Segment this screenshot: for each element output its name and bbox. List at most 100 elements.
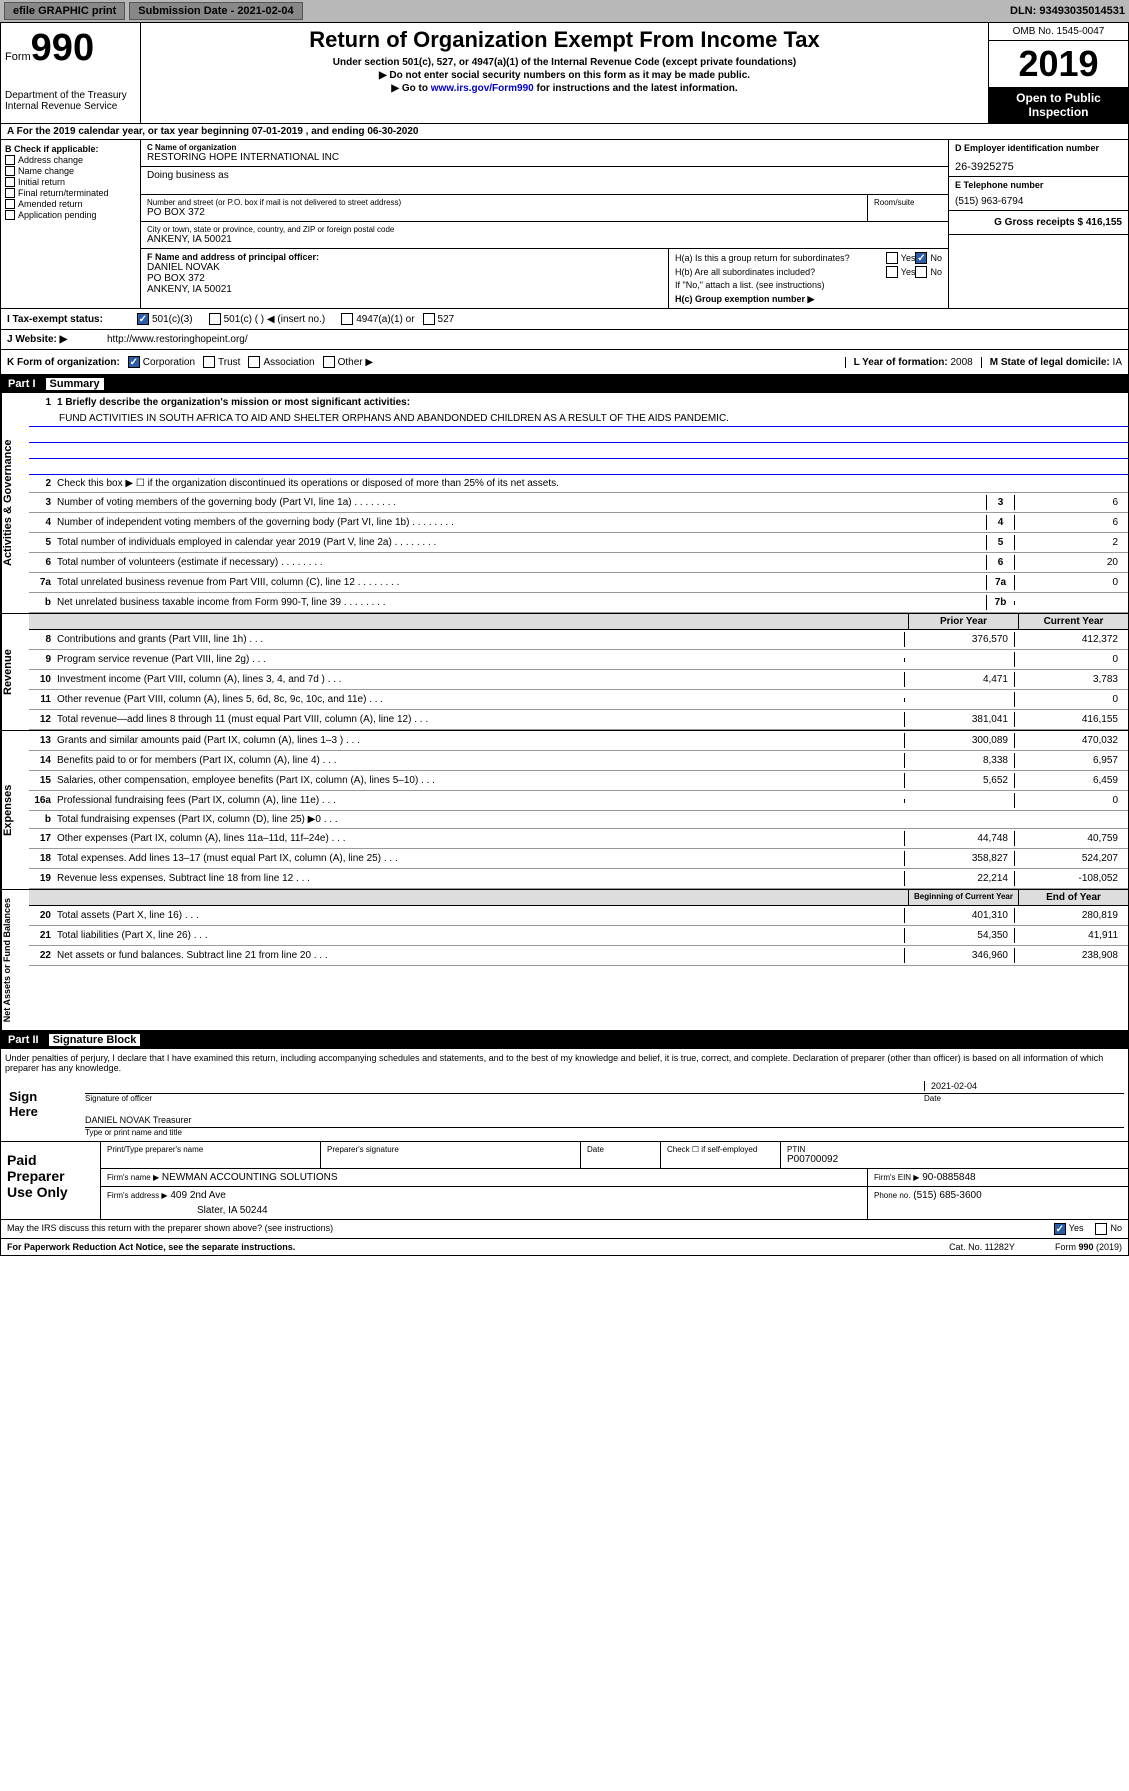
checkbox-icon[interactable] (5, 199, 15, 209)
phone: (515) 963-6794 (955, 196, 1122, 207)
subtitle: Under section 501(c), 527, or 4947(a)(1)… (149, 57, 980, 68)
beg-year-hdr: Beginning of Current Year (908, 890, 1018, 905)
4947-chk[interactable] (341, 313, 353, 325)
street-lbl: Number and street (or P.O. box if mail i… (147, 198, 861, 207)
org-name-lbl: C Name of organization (147, 143, 942, 152)
row-k: K Form of organization: ✓Corporation Tru… (0, 350, 1129, 375)
mission-blank2 (29, 443, 1128, 459)
officer-name-lbl: Type or print name and title (85, 1128, 1124, 1137)
hb-no-chk[interactable] (915, 266, 927, 278)
ha-yes: Yes (901, 253, 916, 263)
discuss-no-chk[interactable] (1095, 1223, 1107, 1235)
colb-label: Amended return (18, 199, 83, 209)
gov-line: 4Number of independent voting members of… (29, 513, 1128, 533)
checkbox-icon[interactable] (5, 188, 15, 198)
colb-label: Application pending (18, 210, 97, 220)
mission-blank1 (29, 427, 1128, 443)
gov-section: Activities & Governance 11 Briefly descr… (0, 393, 1129, 614)
officer-sig-name: DANIEL NOVAK Treasurer (85, 1115, 192, 1125)
501c3: 501(c)(3) (152, 314, 193, 325)
irs-link[interactable]: www.irs.gov/Form990 (431, 83, 534, 94)
dln: DLN: 93493035014531 (1010, 5, 1125, 17)
submission-date: Submission Date - 2021-02-04 (129, 2, 302, 20)
firm-ein: 90-0885848 (922, 1172, 975, 1183)
website-lbl: J Website: ▶ (7, 334, 107, 345)
part2-hdr: Part II Signature Block (0, 1031, 1129, 1049)
col-b-label: B Check if applicable: (5, 144, 136, 154)
trust-chk[interactable] (203, 356, 215, 368)
self-emp-lbl: Check ☐ if self-employed (661, 1142, 781, 1168)
checkbox-icon[interactable] (5, 177, 15, 187)
mission: FUND ACTIVITIES IN SOUTH AFRICA TO AID A… (29, 411, 1128, 427)
501c3-chk[interactable]: ✓ (137, 313, 149, 325)
efile-btn[interactable]: efile GRAPHIC print (4, 2, 125, 20)
data-line: 20Total assets (Part X, line 16) . . .40… (29, 906, 1128, 926)
ptin: P00700092 (787, 1154, 1122, 1165)
state-lbl: M State of legal domicile: (990, 357, 1110, 368)
assoc-chk[interactable] (248, 356, 260, 368)
room-box: Room/suite (868, 195, 948, 221)
hb-lbl: H(b) Are all subordinates included? (675, 267, 886, 277)
colb-label: Address change (18, 155, 83, 165)
discuss-yes-chk[interactable]: ✓ (1054, 1223, 1066, 1235)
colb-item: Initial return (5, 177, 136, 187)
city: ANKENY, IA 50021 (147, 234, 942, 245)
sig-date-lbl: Date (924, 1094, 1124, 1103)
data-line: 10Investment income (Part VIII, column (… (29, 670, 1128, 690)
officer-addr1: PO BOX 372 (147, 273, 662, 284)
gross-box: G Gross receipts $ 416,155 (949, 211, 1128, 235)
form-label: Form (5, 51, 31, 63)
trust: Trust (218, 357, 240, 368)
form-org-lbl: K Form of organization: (7, 357, 120, 368)
data-line: 11Other revenue (Part VIII, column (A), … (29, 690, 1128, 710)
corp-chk[interactable]: ✓ (128, 356, 140, 368)
year-form-lbl: L Year of formation: (854, 357, 948, 368)
sidebar-rev: Revenue (1, 614, 29, 730)
data-line: 13Grants and similar amounts paid (Part … (29, 731, 1128, 751)
gov-line: 3Number of voting members of the governi… (29, 493, 1128, 513)
rev-hdr: Prior YearCurrent Year (29, 614, 1128, 630)
state: IA (1113, 357, 1122, 368)
part2-num: Part II (8, 1034, 39, 1046)
prior-year-hdr: Prior Year (908, 614, 1018, 629)
row-i: I Tax-exempt status: ✓501(c)(3) 501(c) (… (0, 309, 1129, 330)
ha-no-chk[interactable]: ✓ (915, 252, 927, 264)
501c-chk[interactable] (209, 313, 221, 325)
ein-box: D Employer identification number 26-3925… (949, 140, 1128, 177)
page-title: Return of Organization Exempt From Incom… (149, 27, 980, 53)
pra-notice: For Paperwork Reduction Act Notice, see … (7, 1242, 949, 1252)
527: 527 (438, 314, 455, 325)
hc-lbl: H(c) Group exemption number ▶ (675, 294, 942, 305)
sidebar-net: Net Assets or Fund Balances (1, 890, 29, 1030)
officer-box: F Name and address of principal officer:… (141, 249, 668, 308)
col-mid: C Name of organization RESTORING HOPE IN… (141, 140, 948, 308)
end-year-hdr: End of Year (1018, 890, 1128, 905)
header-title-box: Return of Organization Exempt From Incom… (141, 23, 988, 123)
colb-label: Final return/terminated (18, 188, 109, 198)
hb-note: If "No," attach a list. (see instruction… (675, 280, 942, 290)
part2-title: Signature Block (49, 1034, 141, 1046)
ein: 26-3925275 (955, 161, 1122, 173)
colb-item: Name change (5, 166, 136, 176)
firm-addr1: 409 2nd Ave (170, 1190, 225, 1201)
main-grid: B Check if applicable: Address changeNam… (0, 140, 1129, 309)
other-chk[interactable] (323, 356, 335, 368)
street-box: Number and street (or P.O. box if mail i… (141, 195, 868, 221)
hb-yes-chk[interactable] (886, 266, 898, 278)
gross: 416,155 (1086, 217, 1122, 228)
note2: ▶ Go to www.irs.gov/Form990 for instruct… (149, 83, 980, 94)
527-chk[interactable] (423, 313, 435, 325)
checkbox-icon[interactable] (5, 155, 15, 165)
row-j: J Website: ▶ http://www.restoringhopeint… (0, 330, 1129, 350)
data-line: 18Total expenses. Add lines 13–17 (must … (29, 849, 1128, 869)
topbar: efile GRAPHIC print Submission Date - 20… (0, 0, 1129, 22)
ha-yes-chk[interactable] (886, 252, 898, 264)
dba-lbl: Doing business as (147, 170, 942, 181)
org-name: RESTORING HOPE INTERNATIONAL INC (147, 152, 942, 163)
checkbox-icon[interactable] (5, 210, 15, 220)
colb-item: Amended return (5, 199, 136, 209)
org-name-box: C Name of organization RESTORING HOPE IN… (141, 140, 948, 167)
sig-date: 2021-02-04 (924, 1081, 1124, 1091)
checkbox-icon[interactable] (5, 166, 15, 176)
tax-year: 2019 (989, 41, 1128, 87)
